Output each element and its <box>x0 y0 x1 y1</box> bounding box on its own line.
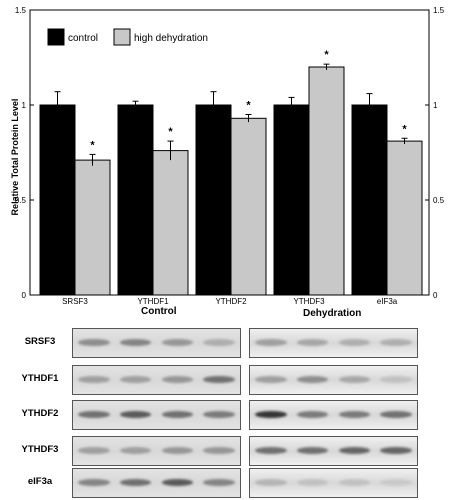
blot-band <box>161 447 194 454</box>
blot-band <box>338 447 371 454</box>
y-tick-label-right: 0 <box>433 291 438 300</box>
x-tick-label-ythdf2: YTHDF2 <box>215 297 247 306</box>
x-tick-label-eif3a: eIF3a <box>377 297 398 306</box>
bar-dehydration-ythdf2 <box>230 117 267 296</box>
group-label-control: Control <box>141 306 177 317</box>
blot-image-ythdf2-control <box>72 400 241 430</box>
blot-band <box>255 447 287 454</box>
significance-marker: * <box>90 139 95 151</box>
y-axis-label: Relative Total Protein Level <box>10 98 20 216</box>
blot-image-ythdf1-control <box>72 365 241 395</box>
blot-image-ythdf1-dehydration <box>249 365 418 395</box>
blot-label-eif3a: eIF3a <box>27 476 53 487</box>
blot-band <box>255 339 287 346</box>
bar-dehydration-ythdf3 <box>308 66 345 296</box>
blot-band <box>78 479 110 486</box>
legend-label-control: control <box>68 33 98 44</box>
blot-band <box>78 447 110 454</box>
y-tick-label-right: 1.5 <box>433 6 445 15</box>
blot-band <box>203 339 235 346</box>
bar-dehydration-ythdf1 <box>152 150 189 296</box>
blot-band <box>119 447 152 454</box>
blot-band <box>380 411 412 418</box>
blot-band <box>296 376 329 383</box>
blot-band <box>338 339 371 346</box>
legend-label-dehydration: high dehydration <box>134 33 208 44</box>
blot-band <box>255 376 287 383</box>
bar-control-eif3a <box>351 104 388 296</box>
blot-band <box>119 376 152 383</box>
x-tick-label-srsf3: SRSF3 <box>62 297 88 306</box>
blot-band <box>296 447 329 454</box>
blot-band <box>255 479 287 486</box>
group-label-dehydration: Dehydration <box>303 308 362 319</box>
blot-label-srsf3: SRSF3 <box>24 336 56 347</box>
blot-band <box>203 447 235 454</box>
blot-band <box>161 376 194 383</box>
y-tick-label-left: 1.5 <box>15 6 27 15</box>
blot-image-ythdf3-dehydration <box>249 436 418 466</box>
blot-band <box>78 411 110 418</box>
significance-marker: * <box>402 123 407 135</box>
bar-dehydration-eif3a <box>386 140 423 296</box>
bar-control-ythdf1 <box>117 104 154 296</box>
blot-band <box>380 339 412 346</box>
blot-band <box>119 339 152 346</box>
blot-band <box>119 411 152 418</box>
y-tick-label-left: 0 <box>22 291 27 300</box>
legend-swatch-control <box>47 28 65 46</box>
blot-image-ythdf2-dehydration <box>249 400 418 430</box>
y-tick-label-right: 0.5 <box>433 196 445 205</box>
blot-image-ythdf3-control <box>72 436 241 466</box>
blot-label-ythdf3: YTHDF3 <box>21 444 59 455</box>
blot-band <box>380 447 412 454</box>
blot-band <box>338 376 371 383</box>
blot-image-srsf3-control <box>72 328 241 358</box>
blot-band <box>161 339 194 346</box>
significance-marker: * <box>168 126 173 138</box>
x-tick-label-ythdf1: YTHDF1 <box>137 297 169 306</box>
blot-band <box>338 479 371 486</box>
bar-control-srsf3 <box>39 104 76 296</box>
blot-band <box>380 376 412 383</box>
bar-dehydration-srsf3 <box>74 159 111 296</box>
blot-band <box>119 479 152 486</box>
blot-band <box>203 479 235 486</box>
bar-chart: 0 0 0.5 0.5 1 1 1.5 1.5 * SRSF3 * YTHDF1 * YTHDF2 * YT… <box>15 6 445 306</box>
blot-band <box>78 376 110 383</box>
blot-band <box>338 411 371 418</box>
blot-label-ythdf2: YTHDF2 <box>21 408 59 419</box>
blot-band <box>296 339 329 346</box>
blot-band <box>296 411 329 418</box>
blot-image-eif3a-dehydration <box>249 468 418 498</box>
y-tick-label-right: 1 <box>433 101 438 110</box>
blot-band <box>255 411 287 418</box>
bar-control-ythdf2 <box>195 104 232 296</box>
blot-band <box>203 376 235 383</box>
significance-marker: * <box>246 100 251 112</box>
blot-band <box>380 479 412 486</box>
chart-legend: control high dehydration <box>47 28 208 46</box>
y-tick-label-left: 0.5 <box>15 196 27 205</box>
blot-band <box>161 479 194 486</box>
significance-marker: * <box>324 49 329 61</box>
blot-label-ythdf1: YTHDF1 <box>21 373 59 384</box>
blot-band <box>161 411 194 418</box>
blot-image-eif3a-control <box>72 468 241 498</box>
bar-control-ythdf3 <box>273 104 310 296</box>
legend-swatch-dehydration <box>113 28 131 46</box>
blot-band <box>78 339 110 346</box>
x-tick-label-ythdf3: YTHDF3 <box>293 297 325 306</box>
y-tick-label-left: 1 <box>22 101 27 110</box>
blot-image-srsf3-dehydration <box>249 328 418 358</box>
blot-band <box>296 479 329 486</box>
blot-band <box>203 411 235 418</box>
